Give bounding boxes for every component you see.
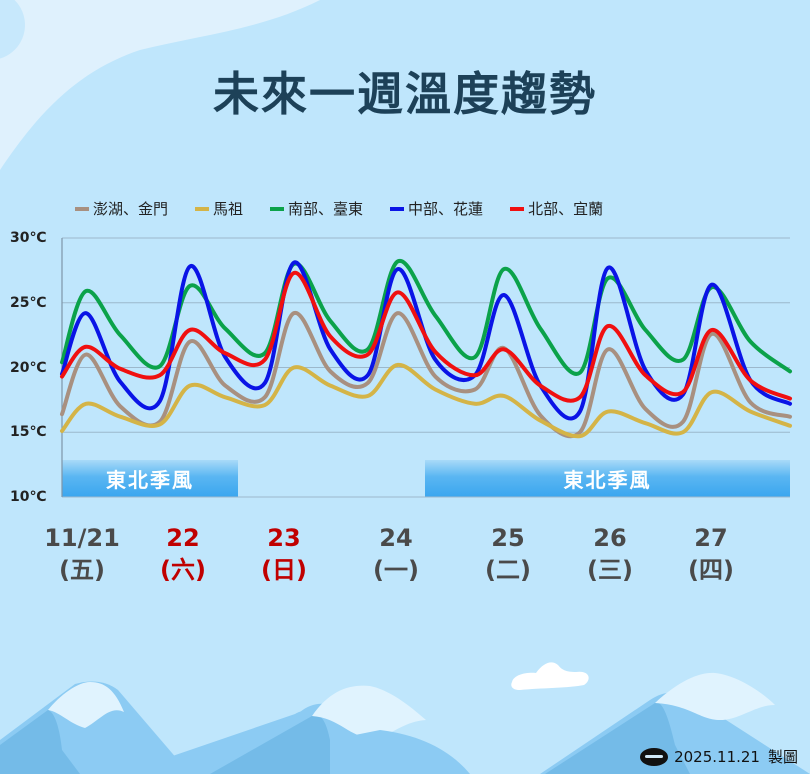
legend-item-penghu-kinmen: 澎湖、金門 <box>75 198 168 219</box>
day-date: 26 <box>593 524 627 552</box>
day-date: 23 <box>267 524 301 552</box>
wind-bar-northeast-monsoon: 東北季風 <box>425 460 790 497</box>
day-date: 27 <box>694 524 728 552</box>
footer-note: 製圖 <box>767 748 798 766</box>
chart-lines <box>60 259 792 439</box>
series-line-中部、花蓮 <box>60 260 792 421</box>
day-label-22: 22 (六) <box>133 522 233 586</box>
cwa-logo-icon <box>640 747 669 766</box>
day-weekday: (四) <box>688 556 734 584</box>
chart-grid <box>61 237 790 498</box>
day-weekday: (日) <box>261 556 307 584</box>
wind-bar-northeast-monsoon: 東北季風 <box>62 460 238 497</box>
footer-credit: 2025.11.21 製圖 <box>640 746 798 767</box>
legend-item-matsu: 馬祖 <box>195 198 243 219</box>
day-date: 25 <box>491 524 525 552</box>
y-tick-30: 30℃ <box>10 230 47 246</box>
y-tick-20: 20℃ <box>10 360 47 376</box>
series-line-澎湖、金門 <box>60 311 792 439</box>
day-label-23: 23 (日) <box>234 522 334 586</box>
legend-swatch <box>510 206 525 211</box>
legend-item-south-taitung: 南部、臺東 <box>270 198 363 219</box>
day-label-27: 27 (四) <box>661 522 761 586</box>
page-title: 未來一週溫度趨勢 <box>213 67 597 121</box>
legend-label: 北部、宜蘭 <box>528 200 604 218</box>
day-weekday: (六) <box>160 556 206 584</box>
legend-swatch <box>75 206 89 211</box>
y-tick-10: 10℃ <box>10 489 47 505</box>
legend-swatch <box>390 206 405 211</box>
chart-legend: 澎湖、金門 馬祖 南部、臺東 中部、花蓮 北部、宜蘭 <box>75 198 630 219</box>
legend-swatch <box>270 206 285 211</box>
day-date: 24 <box>379 524 413 552</box>
legend-item-central-hualien: 中部、花蓮 <box>390 198 483 219</box>
legend-label: 中部、花蓮 <box>408 200 484 218</box>
legend-label: 馬祖 <box>213 200 244 218</box>
footer-date: 2025.11.21 <box>674 747 760 766</box>
day-weekday: (五) <box>59 556 105 584</box>
day-weekday: (三) <box>587 556 633 584</box>
legend-swatch <box>195 206 210 211</box>
legend-item-north-yilan: 北部、宜蘭 <box>510 198 603 219</box>
cloud-icon <box>511 662 589 690</box>
series-line-北部、宜蘭 <box>60 270 792 403</box>
day-label-25: 25 (二) <box>458 522 558 586</box>
legend-label: 南部、臺東 <box>288 200 364 218</box>
day-label-24: 24 (一) <box>346 522 446 586</box>
day-date: 11/21 <box>44 524 120 552</box>
day-label-1121: 11/21 (五) <box>32 522 132 586</box>
y-tick-15: 15℃ <box>10 424 47 440</box>
day-date: 22 <box>166 524 200 552</box>
y-tick-25: 25℃ <box>10 295 47 311</box>
day-weekday: (一) <box>373 556 419 584</box>
legend-label: 澎湖、金門 <box>93 200 169 218</box>
series-line-馬祖 <box>60 362 792 439</box>
day-weekday: (二) <box>485 556 531 584</box>
day-label-26: 26 (三) <box>560 522 660 586</box>
